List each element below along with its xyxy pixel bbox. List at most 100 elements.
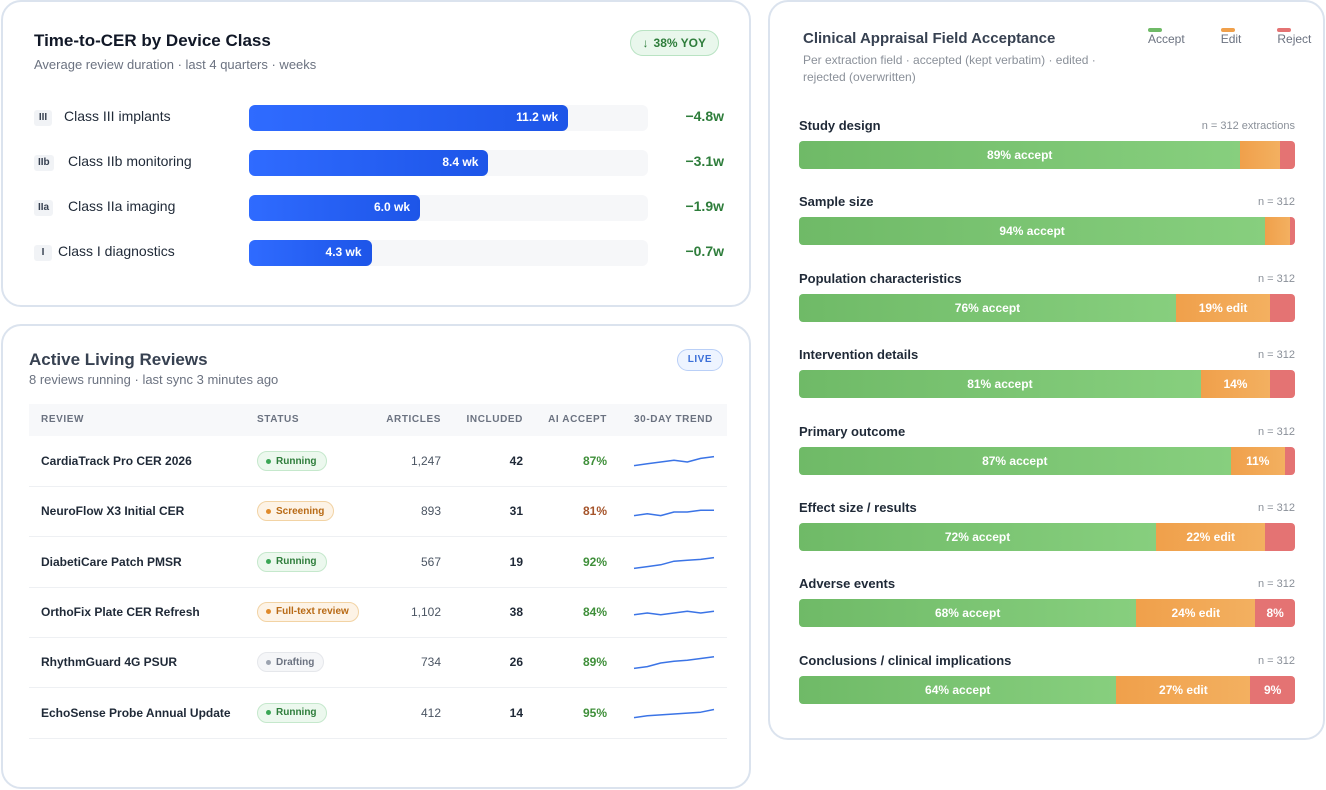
included-count: 42 bbox=[509, 454, 523, 468]
edit-segment[interactable]: 22% edit bbox=[1156, 523, 1266, 551]
edit-segment[interactable]: 11% bbox=[1230, 446, 1286, 475]
legend-item-edit[interactable]: Edit bbox=[1220, 28, 1241, 46]
device-class-row[interactable]: I Class I diagnostics 4.3 wk −0.7w bbox=[34, 239, 724, 267]
field-row[interactable]: Intervention details n = 312 81% accept 14% bbox=[799, 347, 1295, 399]
duration-label: 4.3 wk bbox=[325, 245, 362, 259]
ai-accept-rate: 84% bbox=[582, 604, 607, 619]
review-name[interactable]: OrthoFix Plate CER Refresh bbox=[41, 604, 200, 619]
duration-bar[interactable]: 4.3 wk bbox=[249, 240, 372, 266]
duration-bar[interactable]: 6.0 wk bbox=[249, 195, 420, 221]
acceptance-bar: 68% accept 24% edit 8% bbox=[799, 599, 1295, 628]
legend: Accept Edit Reject bbox=[1148, 28, 1311, 46]
edit-segment[interactable] bbox=[1265, 217, 1291, 246]
articles-count: 893 bbox=[420, 504, 441, 519]
field-row[interactable]: Adverse events n = 312 68% accept 24% edit 8… bbox=[799, 576, 1295, 628]
edit-segment[interactable]: 19% edit bbox=[1175, 293, 1271, 322]
review-name[interactable]: NeuroFlow X3 Initial CER bbox=[41, 504, 185, 519]
field-name: Population characteristics bbox=[799, 270, 962, 286]
yoy-badge: ↓ 38% YOY bbox=[629, 30, 719, 56]
trend-line bbox=[633, 509, 714, 517]
device-class-row[interactable]: III Class III implants 11.2 wk −4.8w bbox=[34, 104, 724, 132]
edit-segment[interactable]: 24% edit bbox=[1136, 599, 1256, 628]
field-row[interactable]: Primary outcome n = 312 87% accept 11% bbox=[799, 424, 1295, 476]
duration-bar[interactable]: 8.4 wk bbox=[249, 150, 489, 176]
field-row[interactable]: Sample size n = 312 94% accept bbox=[799, 194, 1295, 246]
accept-segment[interactable]: 81% accept bbox=[799, 370, 1201, 399]
status-badge: Screening bbox=[257, 501, 335, 522]
review-name[interactable]: RhythmGuard 4G PSUR bbox=[41, 655, 178, 670]
included-count: 26 bbox=[509, 655, 523, 670]
field-name: Primary outcome bbox=[799, 423, 906, 439]
status-label: Screening bbox=[276, 505, 325, 517]
table-row[interactable]: DiabetiCare Patch PMSR Running 567 19 92% bbox=[29, 538, 727, 588]
reject-segment[interactable] bbox=[1265, 523, 1295, 551]
table-row[interactable]: EchoSense Probe Annual Update Running 412 1… bbox=[29, 689, 727, 739]
column-header-included[interactable]: INCLUDED bbox=[466, 414, 523, 425]
reject-segment[interactable] bbox=[1290, 217, 1295, 246]
column-header-review[interactable]: REVIEW bbox=[41, 414, 85, 425]
review-name[interactable]: CardiaTrack Pro CER 2026 bbox=[41, 454, 192, 468]
duration-bar[interactable]: 11.2 wk bbox=[249, 105, 569, 131]
column-header-articles[interactable]: ARTICLES bbox=[386, 414, 441, 425]
field-sample-count: n = 312 bbox=[1257, 654, 1295, 667]
class-chip: III bbox=[34, 110, 52, 126]
ai-accept-rate: 87% bbox=[582, 454, 607, 468]
accept-segment[interactable]: 76% accept bbox=[799, 293, 1176, 322]
trend-sparkline bbox=[633, 708, 715, 718]
duration-bar-track: 6.0 wk bbox=[249, 195, 648, 221]
time-to-cer-card: Time-to-CER by Device Class Average revi… bbox=[1, 0, 751, 307]
accept-segment[interactable]: 87% accept bbox=[799, 446, 1231, 475]
column-header-ai-accept[interactable]: AI ACCEPT bbox=[548, 414, 607, 425]
review-name[interactable]: EchoSense Probe Annual Update bbox=[41, 705, 231, 720]
accept-segment[interactable]: 72% accept bbox=[799, 523, 1157, 551]
column-header-status[interactable]: STATUS bbox=[257, 414, 300, 425]
table-row[interactable]: NeuroFlow X3 Initial CER Screening 893 31 81… bbox=[29, 487, 727, 538]
field-row[interactable]: Study design n = 312 extractions 89% accep… bbox=[799, 118, 1295, 170]
edit-segment[interactable] bbox=[1240, 141, 1281, 169]
field-sample-count: n = 312 bbox=[1257, 349, 1295, 362]
accept-segment[interactable]: 68% accept bbox=[799, 599, 1137, 628]
table-row[interactable]: RhythmGuard 4G PSUR Drafting 734 26 89% bbox=[29, 638, 727, 689]
trend-sparkline bbox=[633, 509, 714, 517]
card-subtitle: 8 reviews running · last sync 3 minutes … bbox=[29, 372, 279, 387]
status-dot-icon bbox=[266, 609, 271, 615]
reject-segment[interactable] bbox=[1270, 370, 1295, 399]
reject-segment[interactable] bbox=[1270, 293, 1295, 322]
field-row[interactable]: Population characteristics n = 312 76% acc… bbox=[799, 271, 1295, 323]
accept-segment[interactable]: 94% accept bbox=[799, 217, 1266, 246]
acceptance-bar: 94% accept bbox=[799, 217, 1295, 246]
reject-segment[interactable]: 8% bbox=[1255, 599, 1295, 628]
accept-segment[interactable]: 64% accept bbox=[799, 675, 1117, 704]
reject-segment[interactable]: 9% bbox=[1250, 675, 1295, 704]
field-name: Conclusions / clinical implications bbox=[799, 652, 1012, 668]
table-header: REVIEW STATUS ARTICLES INCLUDED AI ACCEP… bbox=[29, 404, 727, 436]
status-dot-icon bbox=[266, 508, 271, 514]
edit-segment[interactable]: 14% bbox=[1200, 370, 1271, 399]
device-class-row[interactable]: IIa Class IIa imaging 6.0 wk −1.9w bbox=[34, 194, 724, 222]
field-row[interactable]: Effect size / results n = 312 72% accept 22… bbox=[799, 500, 1295, 552]
card-subtitle: Average review duration · last 4 quarter… bbox=[34, 57, 317, 72]
accept-segment[interactable]: 89% accept bbox=[799, 141, 1241, 169]
status-label: Running bbox=[276, 455, 317, 467]
legend-item-reject[interactable]: Reject bbox=[1277, 28, 1311, 46]
class-name: Class IIa imaging bbox=[68, 198, 176, 214]
field-row[interactable]: Conclusions / clinical implications n = 3… bbox=[799, 653, 1295, 705]
status-label: Running bbox=[276, 707, 317, 718]
field-name: Sample size bbox=[799, 194, 874, 210]
reject-segment[interactable] bbox=[1285, 446, 1295, 475]
review-name[interactable]: DiabetiCare Patch PMSR bbox=[41, 554, 182, 569]
table-row[interactable]: OrthoFix Plate CER Refresh Full-text revi… bbox=[29, 588, 727, 638]
status-label: Full-text review bbox=[276, 606, 349, 618]
field-name: Adverse events bbox=[799, 576, 896, 592]
column-header-trend[interactable]: 30-DAY TREND bbox=[634, 414, 713, 425]
reject-segment[interactable] bbox=[1280, 141, 1295, 169]
legend-item-accept[interactable]: Accept bbox=[1148, 28, 1185, 46]
device-class-row[interactable]: IIb Class IIb monitoring 8.4 wk −3.1w bbox=[34, 149, 724, 177]
trend-sparkline bbox=[633, 556, 715, 569]
edit-segment[interactable]: 27% edit bbox=[1116, 675, 1251, 704]
articles-count: 1,247 bbox=[410, 454, 441, 468]
status-badge: Running bbox=[257, 451, 327, 471]
legend-label: Accept bbox=[1148, 32, 1185, 46]
table-row[interactable]: CardiaTrack Pro CER 2026 Running 1,247 42 87… bbox=[29, 437, 727, 487]
status-badge: Running bbox=[257, 702, 327, 723]
